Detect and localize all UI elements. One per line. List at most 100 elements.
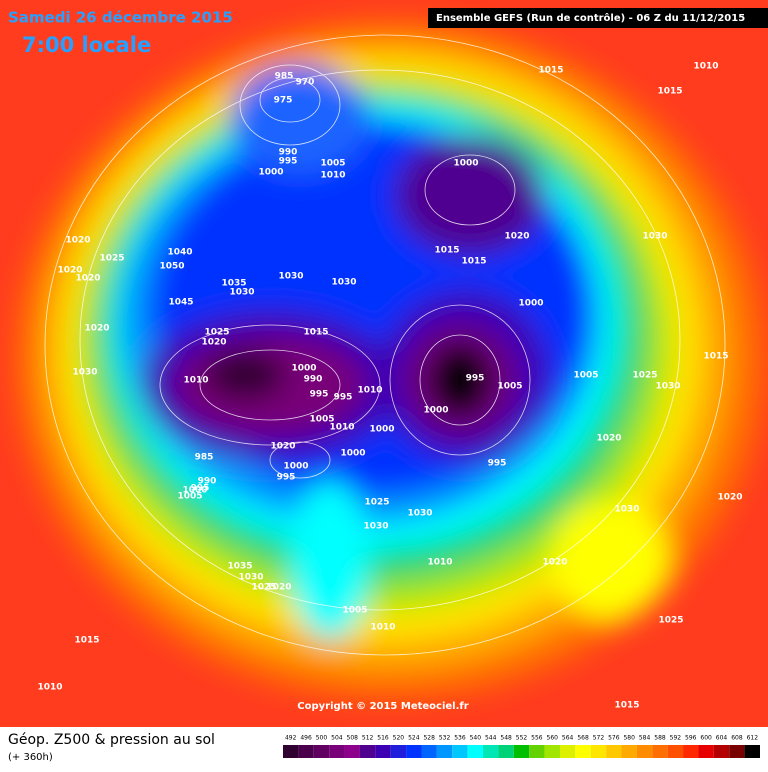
isobar-label: 1015 — [614, 701, 639, 711]
isobar-label: 1015 — [303, 328, 328, 338]
isobar-label: 1015 — [657, 87, 682, 97]
isobar-label: 990 — [304, 375, 323, 385]
scale-swatch — [452, 745, 468, 758]
scale-swatch — [529, 745, 545, 758]
scale-swatch — [575, 745, 591, 758]
scale-label: 572 — [593, 735, 605, 742]
copyright: Copyright © 2015 Meteociel.fr — [297, 701, 468, 712]
scale-label: 524 — [408, 735, 420, 742]
scale-label: 592 — [670, 735, 682, 742]
scale-swatch — [359, 745, 376, 758]
isobar-label: 1020 — [75, 274, 100, 284]
isobar-label: 1005 — [573, 371, 598, 381]
isobar-label: 1025 — [658, 616, 683, 626]
isobar-label: 1010 — [329, 423, 354, 433]
scale-swatch — [744, 745, 760, 758]
isobar-label: 1010 — [370, 623, 395, 633]
scale-label: 532 — [439, 735, 451, 742]
isobar-label: 1010 — [183, 376, 208, 386]
scale-label: 608 — [731, 735, 743, 742]
isobar-label: 1010 — [37, 683, 62, 693]
scale-label: 552 — [516, 735, 528, 742]
isobar-label: 1020 — [57, 266, 82, 276]
isobar-label: 1010 — [320, 171, 345, 181]
scale-swatch — [559, 745, 576, 758]
scale-swatch — [713, 745, 730, 758]
scale-label: 540 — [470, 735, 482, 742]
scale-swatch — [421, 745, 437, 758]
isobar-label: 1020 — [84, 324, 109, 334]
isobar-label: 1030 — [655, 382, 680, 392]
isobar-label: 1025 — [99, 254, 124, 264]
isobar-label: 1020 — [542, 558, 567, 568]
isobar-label: 1045 — [168, 298, 193, 308]
height-field — [15, 20, 765, 700]
scale-swatch — [298, 745, 314, 758]
scale-swatch — [636, 745, 653, 758]
isobar-label: 1000 — [258, 168, 283, 178]
isobar-label: 1000 — [283, 462, 308, 472]
isobar-label: 1030 — [72, 368, 97, 378]
legend-title: Géop. Z500 & pression au sol — [8, 732, 215, 748]
scale-swatch — [729, 745, 745, 758]
scale-label: 596 — [685, 735, 697, 742]
forecast-date: Samedi 26 décembre 2015 — [8, 9, 233, 27]
isobar-label: 1005 — [320, 159, 345, 169]
isobar-label: 1020 — [65, 236, 90, 246]
isobar-label: 1010 — [357, 386, 382, 396]
scale-swatch — [667, 745, 684, 758]
legend-lead: (+ 360h) — [8, 752, 53, 763]
scale-swatch — [652, 745, 668, 758]
isobar-label: 1020 — [596, 434, 621, 444]
scale-swatch — [406, 745, 422, 758]
scale-swatch — [329, 745, 345, 758]
isobar-label: 1000 — [369, 425, 394, 435]
scale-label: 544 — [485, 735, 497, 742]
isobar-label: 1030 — [407, 509, 432, 519]
isobar-label: 1015 — [434, 246, 459, 256]
scale-label: 492 — [285, 735, 297, 742]
scale-swatch — [436, 745, 453, 758]
isobar-label: 1015 — [703, 352, 728, 362]
scale-swatch — [698, 745, 714, 758]
isobar-label: 985 — [195, 453, 214, 463]
scale-swatch — [683, 745, 699, 758]
scale-label: 520 — [393, 735, 405, 742]
isobar-label: 1005 — [177, 492, 202, 502]
scale-label: 564 — [562, 735, 574, 742]
scale-label: 536 — [454, 735, 466, 742]
isobar-label: 1025 — [632, 371, 657, 381]
isobar-label: 995 — [334, 393, 353, 403]
isobar-label: 990 — [279, 148, 298, 158]
isobar-label: 995 — [279, 157, 298, 167]
isobar-label: 995 — [310, 390, 329, 400]
isobar-label: 1040 — [167, 248, 192, 258]
scale-swatch — [390, 745, 407, 758]
forecast-time: 7:00 locale — [22, 33, 151, 57]
scale-label: 548 — [500, 735, 512, 742]
isobar-label: 1015 — [74, 636, 99, 646]
isobar-label: 990 — [198, 477, 217, 487]
scale-swatch — [513, 745, 530, 758]
isobar-label: 1000 — [340, 449, 365, 459]
isobar-label: 1010 — [693, 62, 718, 72]
isobar-label: 1030 — [238, 573, 263, 583]
isobar-label: 1020 — [717, 493, 742, 503]
isobar-label: 985 — [275, 72, 294, 82]
isobar-label: 995 — [488, 459, 507, 469]
scale-label: 556 — [531, 735, 543, 742]
isobar-label: 970 — [296, 78, 315, 88]
isobar-label: 1005 — [497, 382, 522, 392]
run-box — [428, 8, 768, 28]
isobar-label: 1030 — [229, 288, 254, 298]
isobar-label: 1020 — [504, 232, 529, 242]
isobar-label: 1050 — [159, 262, 184, 272]
isobar-label: 995 — [466, 374, 485, 384]
isobar-label: 1030 — [614, 505, 639, 515]
scale-swatch — [590, 745, 607, 758]
scale-label: 584 — [639, 735, 651, 742]
isobar-label: 1020 — [266, 583, 291, 593]
isobar-label: 1010 — [427, 558, 452, 568]
